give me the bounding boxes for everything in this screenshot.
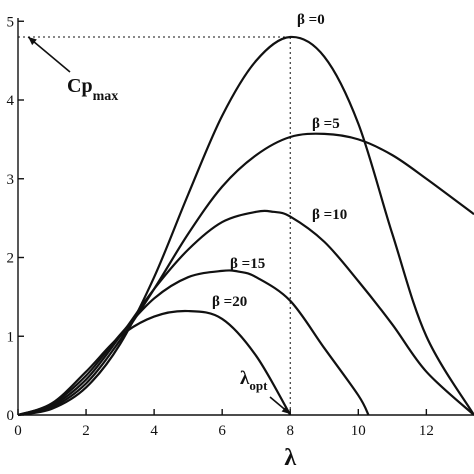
y-tick-label: 0	[7, 408, 15, 424]
x-tick-label: 4	[150, 423, 158, 439]
series-label: β =10	[312, 207, 347, 223]
series-label: β =5	[312, 116, 340, 132]
x-tick-label: 2	[82, 423, 90, 439]
x-tick-label: 0	[14, 423, 22, 439]
x-axis-label: λ	[284, 445, 296, 471]
series-line-beta-3	[17, 269, 370, 417]
y-tick-label: 3	[7, 172, 15, 188]
x-tick-label: 12	[419, 423, 434, 439]
y-tick-label: 5	[7, 14, 15, 30]
y-tick-label: 2	[7, 251, 15, 267]
curves-layer	[17, 35, 474, 417]
series-label: β =0	[297, 12, 325, 28]
series-line-beta-2	[17, 209, 474, 417]
x-tick-label: 8	[286, 423, 294, 439]
lambda-opt-label: λopt	[240, 368, 268, 393]
y-tick-label: 4	[7, 93, 15, 109]
plot-frame	[17, 18, 474, 416]
series-line-beta-1	[17, 132, 474, 417]
series-line-beta-0	[17, 35, 474, 417]
series-label: β =15	[230, 256, 265, 272]
guides-layer	[18, 36, 291, 415]
x-tick-label: 6	[218, 423, 226, 439]
x-tick-label: 10	[351, 423, 366, 439]
cpmax-arrow-head	[28, 37, 37, 46]
lambda-opt-arrow-head	[281, 405, 291, 414]
cpmax-arrow	[27, 36, 71, 73]
y-tick-label: 1	[7, 329, 15, 345]
series-line-beta-4	[17, 309, 292, 417]
cpmax-label: Cpmax	[67, 75, 118, 104]
series-label: β =20	[212, 294, 247, 310]
labels-layer: β =0 β =5 β =10 β =15 β =20 Cpmax λopt	[27, 12, 347, 415]
